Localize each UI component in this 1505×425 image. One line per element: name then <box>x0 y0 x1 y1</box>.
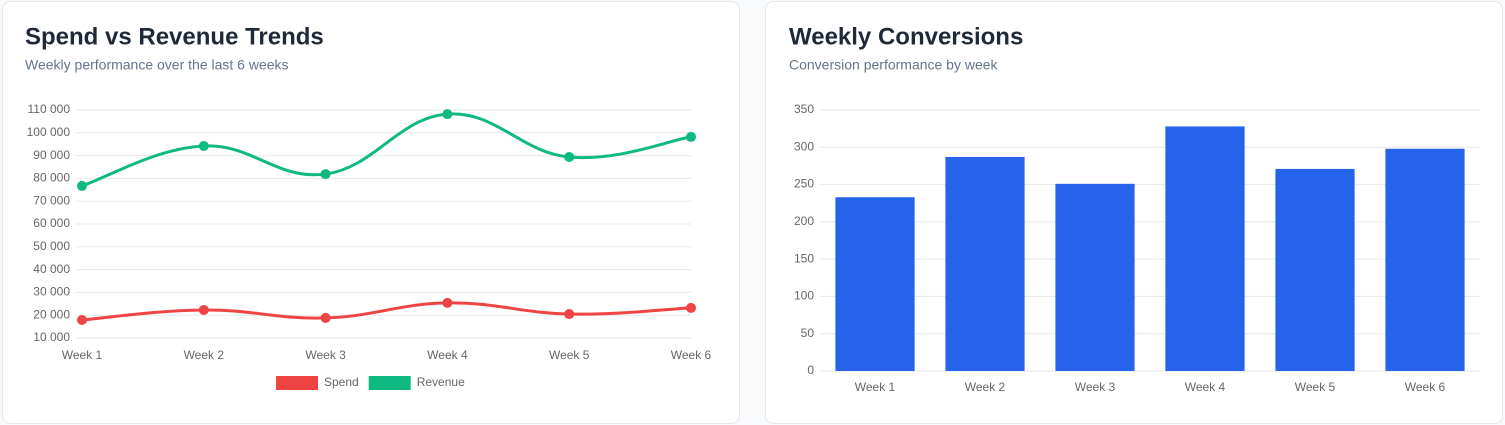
y-tick-label: 100 000 <box>27 125 71 139</box>
y-tick-label: 50 000 <box>33 239 70 253</box>
y-tick-label: 100 <box>794 289 814 303</box>
y-tick-label: 300 <box>794 139 814 153</box>
y-tick-label: 250 <box>794 177 814 191</box>
x-tick-label: Week 5 <box>1295 380 1336 394</box>
legend-label: Spend <box>324 375 359 389</box>
y-tick-label: 60 000 <box>33 216 70 230</box>
bar <box>945 156 1025 371</box>
point <box>320 169 331 180</box>
y-tick-label: 0 <box>807 363 814 377</box>
x-tick-label: Week 2 <box>184 348 225 362</box>
chart-subtitle: Conversion performance by week <box>789 57 999 73</box>
legend-swatch <box>276 376 318 390</box>
point <box>686 302 696 313</box>
point <box>198 304 209 315</box>
x-tick-label: Week 6 <box>1405 380 1446 394</box>
point <box>442 109 453 120</box>
x-tick-label: Week 3 <box>305 348 346 362</box>
x-tick-label: Week 4 <box>1185 380 1226 394</box>
y-tick-label: 80 000 <box>33 171 70 185</box>
legend-swatch <box>368 376 411 390</box>
bar <box>1385 148 1465 371</box>
y-tick-label: 70 000 <box>33 193 70 207</box>
chart-title: Weekly Conversions <box>789 23 1023 50</box>
point <box>564 309 575 320</box>
bar <box>1055 183 1135 371</box>
chart-title: Spend vs Revenue Trends <box>25 23 324 50</box>
point <box>320 312 331 323</box>
bar <box>1165 126 1245 371</box>
y-tick-label: 110 000 <box>28 102 71 116</box>
chart-subtitle: Weekly performance over the last 6 weeks <box>25 57 289 73</box>
point <box>77 314 87 325</box>
y-tick-label: 150 <box>794 251 814 265</box>
point <box>77 180 87 191</box>
x-tick-label: Week 4 <box>427 348 468 362</box>
bar <box>835 197 915 371</box>
point <box>564 151 575 162</box>
x-tick-label: Week 3 <box>1075 380 1116 394</box>
line <box>81 301 692 322</box>
card <box>2 1 740 424</box>
y-tick-label: 200 <box>794 214 814 228</box>
y-tick-label: 50 <box>801 326 815 340</box>
point <box>198 141 209 152</box>
y-tick-label: 20 000 <box>33 307 70 321</box>
x-tick-label: Week 6 <box>671 348 712 362</box>
y-tick-label: 30 000 <box>33 285 70 299</box>
point <box>686 131 696 142</box>
bar <box>1275 168 1355 371</box>
y-tick-label: 90 000 <box>33 148 70 162</box>
line <box>81 112 692 188</box>
y-tick-label: 10 000 <box>33 330 70 344</box>
legend-label: Revenue <box>417 375 465 389</box>
x-tick-label: Week 1 <box>855 380 896 394</box>
point <box>442 297 453 308</box>
y-tick-label: 40 000 <box>33 262 70 276</box>
x-tick-label: Week 2 <box>965 380 1006 394</box>
x-tick-label: Week 5 <box>549 348 590 362</box>
y-tick-label: 350 <box>794 102 814 116</box>
x-tick-label: Week 1 <box>62 348 103 362</box>
